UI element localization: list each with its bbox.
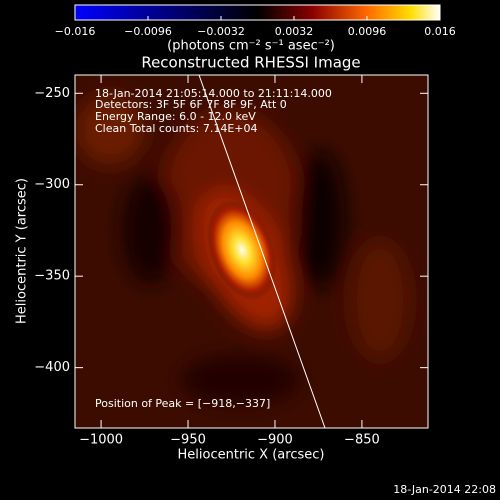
annotation: 18-Jan-2014 21:05:14.000 to 21:11:14.000 <box>95 87 332 100</box>
x-tick-label: −1000 <box>79 433 123 448</box>
y-tick-label: −350 <box>34 269 70 284</box>
y-axis-label: Heliocentric Y (arcsec) <box>15 178 30 324</box>
chart-title: Reconstructed RHESSI Image <box>141 54 360 72</box>
colorbar <box>74 4 441 21</box>
heatmap <box>75 75 428 428</box>
colorbar-tick-label: −0.0096 <box>124 25 172 38</box>
x-tick-label: −950 <box>170 433 206 448</box>
colorbar-tick-label: −0.0032 <box>197 25 245 38</box>
x-tick-label: −850 <box>344 433 380 448</box>
limb-line <box>198 75 326 428</box>
x-tick-label: −900 <box>257 433 293 448</box>
x-axis-label: Heliocentric X (arcsec) <box>178 448 325 463</box>
y-tick-label: −400 <box>34 360 70 375</box>
peak-label: Position of Peak = [−918,−337] <box>95 397 270 410</box>
annotation: Clean Total counts: 7.14E+04 <box>95 122 258 135</box>
annotation: Energy Range: 6.0 - 12.0 keV <box>95 110 256 123</box>
timestamp: 18-Jan-2014 22:08 <box>393 483 496 496</box>
colorbar-label: (photons cm⁻² s⁻¹ asec⁻²) <box>167 39 335 54</box>
plot-frame <box>74 74 429 429</box>
colorbar-tick-label: 0.016 <box>424 25 456 38</box>
colorbar-tick-label: 0.0096 <box>348 25 387 38</box>
annotation: Detectors: 3F 5F 6F 7F 8F 9F, Att 0 <box>95 98 287 111</box>
y-tick-label: −300 <box>34 177 70 192</box>
y-tick-label: −250 <box>34 86 70 101</box>
colorbar-tick-label: 0.0032 <box>275 25 314 38</box>
colorbar-tick-label: −0.016 <box>55 25 96 38</box>
